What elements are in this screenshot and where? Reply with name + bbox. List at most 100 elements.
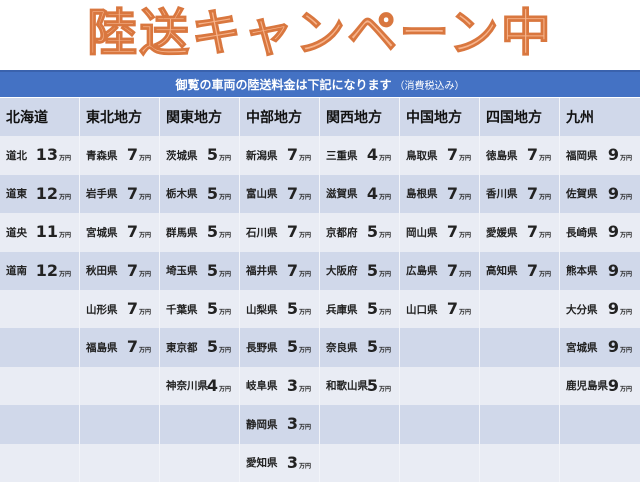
prefecture-name: 茨城県 <box>166 150 198 163</box>
banner-text: 御覧の車両の陸送料金は下記になります <box>175 78 392 92</box>
table-cell: 福岡県 9万円 <box>560 136 640 174</box>
price-value: 5万円 <box>367 337 391 356</box>
price-value: 7万円 <box>447 184 471 203</box>
price-value: 3万円 <box>287 453 311 472</box>
prefecture-name: 長野県 <box>246 342 278 355</box>
price-number: 5 <box>286 298 298 318</box>
price-value: 3万円 <box>287 414 311 433</box>
table-row: 道南 12万円 秋田県 7万円 埼玉県 5万円 福井県 7万円 大阪府 5万円 広島県 7万円 高知県 7… <box>0 251 640 290</box>
price-value: 9万円 <box>608 376 632 395</box>
banner-note: （消費税込み） <box>394 81 465 92</box>
prefecture-name: 秋田県 <box>86 265 118 278</box>
price-number: 9 <box>607 222 619 242</box>
table-cell: 埼玉県 5万円 <box>160 251 240 290</box>
table-cell: 兵庫県 5万円 <box>320 289 400 329</box>
table-cell <box>480 405 560 444</box>
table-cell: 佐賀県 9万円 <box>560 175 640 213</box>
price-unit: 万円 <box>378 193 391 201</box>
prefecture-name: 岡山県 <box>406 226 438 239</box>
table-cell: 静岡県 3万円 <box>240 405 320 444</box>
price-number: 5 <box>286 337 298 357</box>
price-value: 7万円 <box>447 299 471 318</box>
price-number: 9 <box>607 375 619 395</box>
prefecture-name: 福島県 <box>86 342 118 355</box>
prefecture-name: 滋賀県 <box>326 188 358 201</box>
price-unit: 万円 <box>458 232 471 240</box>
region-header: 九州 <box>566 110 594 127</box>
table-cell <box>320 443 400 482</box>
price-value: 11万円 <box>36 222 71 241</box>
price-number: 7 <box>526 260 538 280</box>
table-cell: 福島県 7万円 <box>80 328 160 367</box>
price-number: 9 <box>607 145 619 165</box>
table-row: 静岡県 3万円 <box>0 405 640 444</box>
prefecture-name: 富山県 <box>246 188 278 201</box>
prefecture-name: 熊本県 <box>566 265 598 278</box>
price-unit: 万円 <box>378 347 391 355</box>
region-header: 北海道 <box>0 98 80 137</box>
table-cell <box>560 405 640 443</box>
table-cell <box>480 443 560 482</box>
prefecture-name: 三重県 <box>326 150 358 163</box>
price-unit: 万円 <box>619 155 632 163</box>
price-number: 7 <box>526 222 538 242</box>
price-number: 5 <box>366 337 378 357</box>
price-number: 7 <box>286 183 298 203</box>
prefecture-name: 兵庫県 <box>326 303 358 316</box>
price-unit: 万円 <box>458 308 471 316</box>
price-unit: 万円 <box>218 232 231 240</box>
price-value: 7万円 <box>127 145 151 164</box>
price-banner: 御覧の車両の陸送料金は下記になります （消費税込み） <box>0 70 640 97</box>
price-unit: 万円 <box>138 270 151 278</box>
price-unit: 万円 <box>538 193 551 201</box>
table-cell: 大阪府 5万円 <box>320 251 400 290</box>
prefecture-name: 岩手県 <box>86 188 118 201</box>
price-value: 12万円 <box>36 261 71 280</box>
prefecture-name: 東京都 <box>166 342 198 355</box>
price-number: 7 <box>286 145 298 165</box>
table-cell: 群馬県 5万円 <box>160 213 240 252</box>
price-unit: 万円 <box>218 308 231 316</box>
price-value: 4万円 <box>207 376 231 395</box>
price-value: 7万円 <box>287 261 311 280</box>
prefecture-name: 青森県 <box>86 150 118 163</box>
table-cell: 鹿児島県 9万円 <box>560 367 640 405</box>
price-value: 5万円 <box>207 222 231 241</box>
price-number: 5 <box>366 375 378 395</box>
prefecture-name: 岐阜県 <box>246 380 278 393</box>
price-unit: 万円 <box>619 232 632 240</box>
table-cell: 石川県 7万円 <box>240 213 320 252</box>
price-number: 4 <box>366 145 378 165</box>
table-cell: 茨城県 5万円 <box>160 136 240 175</box>
price-value: 5万円 <box>367 299 391 318</box>
price-number: 5 <box>206 298 218 318</box>
price-number: 7 <box>446 183 458 203</box>
price-number: 13 <box>35 145 58 165</box>
prefecture-name: 神奈川県 <box>166 380 208 393</box>
table-row: 道北 13万円 青森県 7万円 茨城県 5万円 新潟県 7万円 三重県 4万円 鳥取県 7万円 徳島県 7… <box>0 136 640 175</box>
price-number: 3 <box>286 452 298 472</box>
price-value: 7万円 <box>127 299 151 318</box>
table-cell: 富山県 7万円 <box>240 174 320 214</box>
region-header: 東北地方 <box>80 98 160 137</box>
price-value: 7万円 <box>527 222 551 241</box>
table-cell <box>80 366 160 406</box>
price-unit: 万円 <box>138 308 151 316</box>
table-cell <box>80 405 160 444</box>
price-number: 9 <box>607 298 619 318</box>
price-unit: 万円 <box>619 347 632 355</box>
table-cell <box>400 443 480 482</box>
prefecture-name: 道東 <box>6 188 27 201</box>
table-cell: 熊本県 9万円 <box>560 252 640 290</box>
table-cell <box>0 289 80 329</box>
price-value: 9万円 <box>608 337 632 356</box>
table-cell: 栃木県 5万円 <box>160 174 240 214</box>
price-unit: 万円 <box>298 308 311 316</box>
price-unit: 万円 <box>538 270 551 278</box>
prefecture-name: 鹿児島県 <box>566 380 608 393</box>
price-number: 7 <box>446 298 458 318</box>
price-unit: 万円 <box>458 270 471 278</box>
table-cell <box>400 366 480 406</box>
table-cell: 岩手県 7万円 <box>80 174 160 214</box>
price-value: 7万円 <box>287 145 311 164</box>
